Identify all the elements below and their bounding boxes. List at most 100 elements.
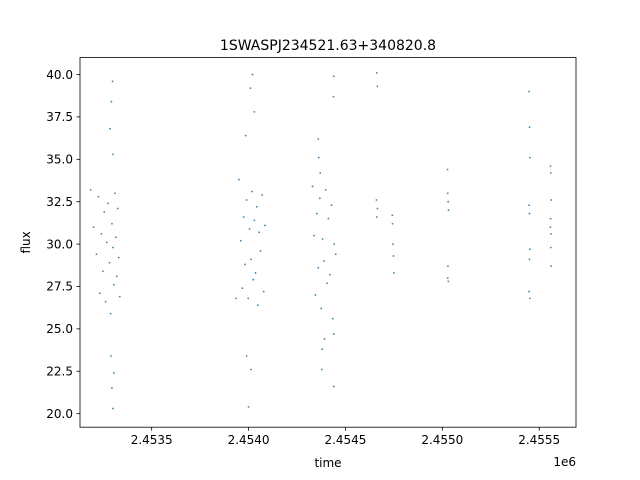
data-point	[237, 178, 240, 181]
data-point	[528, 258, 531, 261]
data-point	[332, 333, 335, 335]
y-axis-label: flux	[19, 231, 33, 253]
data-point	[97, 195, 100, 198]
data-point	[112, 153, 114, 156]
data-point	[251, 73, 254, 76]
data-point	[334, 253, 337, 256]
data-point	[247, 405, 250, 408]
data-point	[109, 127, 111, 130]
data-point	[262, 290, 265, 293]
data-point	[317, 138, 320, 140]
data-point	[447, 280, 450, 283]
data-point	[317, 266, 320, 269]
data-point	[320, 307, 323, 310]
data-point	[89, 188, 92, 191]
data-point	[253, 110, 256, 113]
data-point	[376, 207, 379, 210]
data-point	[528, 297, 531, 300]
data-point	[118, 295, 121, 298]
data-point	[112, 407, 114, 410]
data-point	[259, 249, 262, 252]
data-point	[256, 304, 259, 307]
data-point	[549, 171, 552, 174]
data-point	[332, 95, 335, 98]
data-point	[331, 317, 334, 320]
x-tick-label: 2.4535	[131, 433, 173, 447]
data-point	[241, 287, 244, 290]
data-point	[333, 243, 336, 246]
data-point	[104, 300, 107, 303]
data-point	[447, 265, 449, 268]
plot-frame	[79, 57, 577, 428]
data-point	[317, 156, 320, 159]
data-point	[326, 282, 328, 284]
data-point	[113, 283, 115, 286]
data-point	[244, 263, 246, 266]
data-point	[550, 233, 552, 235]
data-point	[323, 338, 326, 340]
data-point	[98, 292, 101, 295]
x-tick-label: 2.4550	[421, 433, 463, 447]
y-tick-label: 30.0	[46, 237, 73, 251]
data-point	[108, 261, 111, 264]
data-point	[110, 355, 112, 357]
data-point	[247, 297, 250, 300]
data-point	[375, 71, 378, 74]
y-tick-label: 22.5	[46, 364, 73, 378]
data-point	[550, 265, 553, 268]
data-point	[255, 205, 258, 208]
data-point	[114, 236, 117, 239]
data-point	[320, 368, 323, 371]
data-point	[105, 241, 108, 244]
data-point	[447, 200, 450, 203]
data-point	[446, 277, 449, 279]
data-point	[112, 246, 114, 249]
data-point	[528, 248, 531, 251]
data-point	[392, 243, 394, 246]
data-point	[392, 272, 395, 274]
x-tick-label: 2.4555	[518, 433, 560, 447]
data-point	[550, 199, 553, 201]
data-point	[392, 255, 395, 257]
data-point	[252, 278, 255, 281]
data-point	[314, 294, 317, 296]
data-point	[375, 216, 378, 218]
y-tick-label: 40.0	[46, 68, 73, 82]
data-point	[321, 348, 324, 351]
data-point	[249, 368, 252, 371]
data-point	[321, 238, 324, 240]
data-point	[528, 90, 531, 93]
data-point	[446, 168, 449, 171]
x-tick-label: 2.4545	[324, 433, 366, 447]
data-point	[549, 246, 552, 249]
data-point	[323, 260, 326, 262]
data-point	[111, 222, 113, 225]
data-point	[95, 253, 98, 256]
y-tick-label: 25.0	[46, 322, 73, 336]
data-point	[261, 194, 264, 196]
data-point	[115, 275, 118, 278]
data-point	[528, 126, 531, 129]
data-point	[248, 227, 251, 230]
data-point	[319, 171, 322, 174]
data-point	[528, 290, 531, 293]
data-point	[253, 219, 256, 222]
data-point	[315, 212, 318, 215]
data-point	[258, 231, 261, 234]
data-point	[111, 387, 113, 390]
data-point	[528, 156, 531, 159]
data-point	[110, 100, 113, 103]
y-tick-label: 32.5	[46, 195, 73, 209]
x-axis-ticks: 2.4535 2.4540 2.4545 2.4550 2.4555	[131, 427, 560, 447]
data-point	[254, 272, 257, 274]
x-axis-offset-label: 1e6	[553, 455, 576, 469]
data-point	[107, 202, 109, 205]
data-points	[89, 71, 553, 410]
y-tick-label: 27.5	[46, 280, 73, 294]
data-point	[100, 233, 103, 235]
data-point	[117, 256, 120, 259]
data-point	[528, 204, 531, 207]
data-point	[239, 239, 242, 242]
data-point	[318, 197, 321, 200]
